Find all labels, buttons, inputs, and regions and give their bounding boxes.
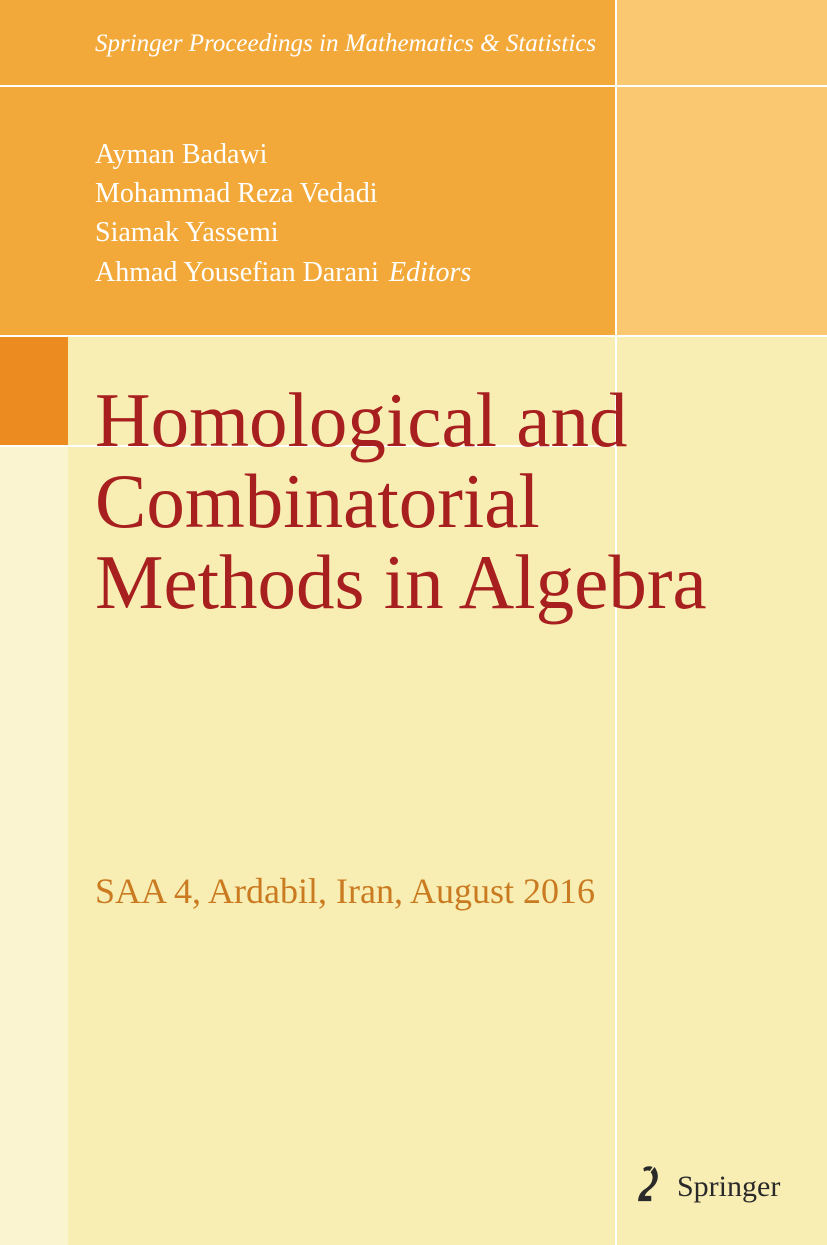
book-title: Homological and Combinatorial Methods in…: [95, 380, 785, 623]
editor-name: Ahmad Yousefian Darani: [95, 257, 379, 288]
horizontal-rule-2: [0, 335, 827, 337]
publisher-name: Springer: [677, 1170, 780, 1204]
editor-name: Ayman Badawi: [95, 135, 471, 174]
book-cover: Springer Proceedings in Mathematics & St…: [0, 0, 827, 1245]
editor-name: Siamak Yassemi: [95, 213, 471, 252]
publisher-block: Springer: [625, 1163, 780, 1210]
editor-name: Mohammad Reza Vedadi: [95, 174, 471, 213]
editors-block: Ayman Badawi Mohammad Reza Vedadi Siamak…: [95, 135, 471, 292]
left-accent-tab: [0, 337, 68, 445]
book-subtitle: SAA 4, Ardabil, Iran, August 2016: [95, 870, 595, 912]
series-name: Springer Proceedings in Mathematics & St…: [95, 30, 596, 58]
editor-line-last: Ahmad Yousefian Darani Editors: [95, 253, 471, 292]
header-band-right: [615, 0, 827, 335]
left-column-bg: [0, 447, 68, 1245]
editors-role-label: Editors: [389, 257, 471, 288]
horizontal-rule-1: [0, 85, 827, 87]
springer-horse-icon: [625, 1163, 667, 1210]
